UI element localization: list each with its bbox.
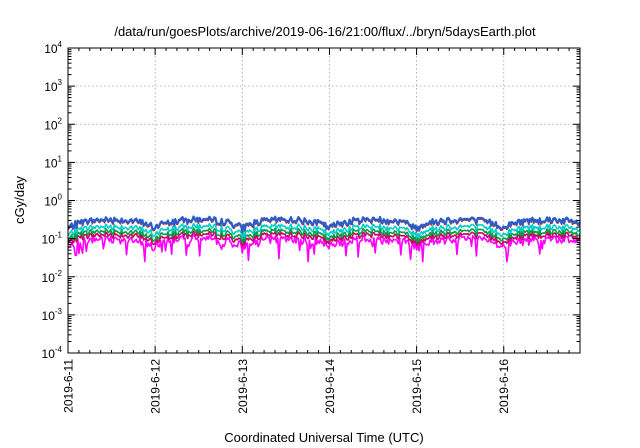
y-tick-label: 10-2	[42, 269, 63, 285]
x-tick-label: 2019-6-13	[236, 359, 250, 414]
series-line-4	[67, 222, 581, 240]
series-line-2	[67, 230, 581, 248]
y-axis-ticks: 10-4 10-3 10-2 10-1 100 101 102 103 104	[42, 40, 580, 361]
y-tick-label: 100	[44, 193, 62, 209]
y-tick-label: 102	[44, 116, 62, 132]
x-tick-label: 2019-6-11	[62, 359, 76, 413]
series-line-6	[67, 215, 582, 233]
y-tick-label: 104	[44, 40, 62, 56]
y-tick-label: 10-1	[42, 231, 63, 247]
x-axis-ticks: 2019-6-11 2019-6-12 2019-6-13 2019-6-14 2019…	[62, 48, 581, 414]
y-tick-label: 101	[44, 154, 62, 170]
y-tick-label: 10-3	[42, 307, 63, 323]
series-line-3	[67, 227, 581, 244]
chart-title: /data/run/goesPlots/archive/2019-06-16/2…	[114, 24, 536, 39]
series-line-1	[67, 234, 581, 263]
y-tick-label: 10-4	[42, 345, 63, 361]
series-lines	[67, 215, 582, 263]
x-tick-label: 2019-6-16	[497, 359, 511, 414]
x-tick-label: 2019-6-14	[323, 359, 337, 414]
grid-lines	[68, 48, 580, 353]
y-axis-label: cGy/day	[12, 176, 27, 224]
y-tick-label: 103	[44, 78, 62, 94]
x-axis-label: Coordinated Universal Time (UTC)	[224, 430, 423, 445]
x-tick-label: 2019-6-12	[149, 359, 163, 414]
x-tick-label: 2019-6-15	[410, 359, 424, 414]
